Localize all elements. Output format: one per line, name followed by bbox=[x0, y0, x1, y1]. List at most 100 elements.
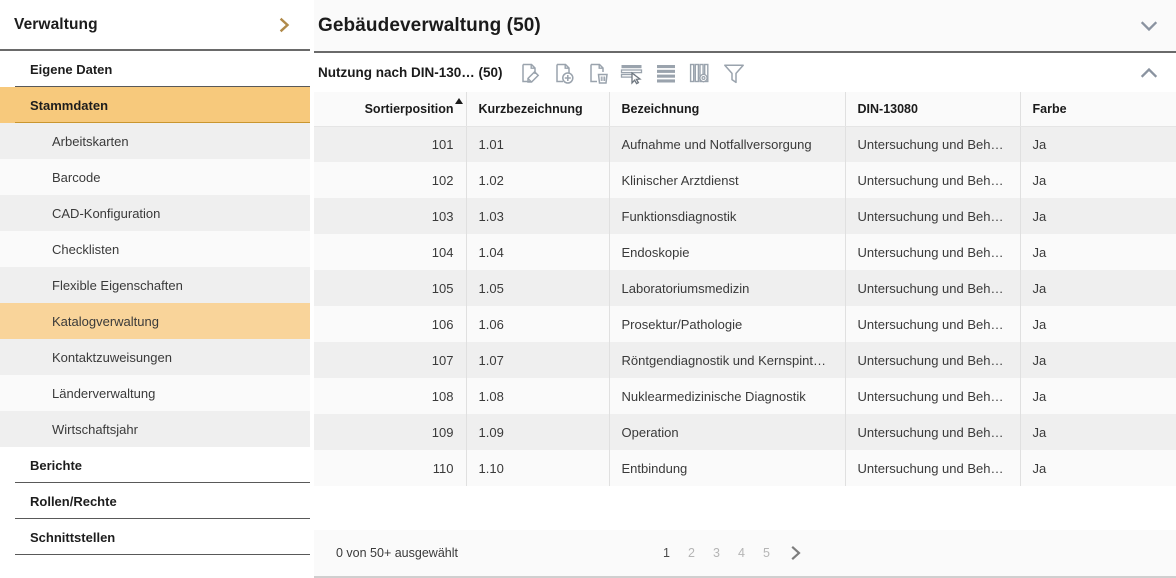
grid-footer: 0 von 50+ ausgewählt 1 2 3 4 5 bbox=[314, 530, 1176, 578]
sidebar-item-katalogverwaltung[interactable]: Katalogverwaltung bbox=[0, 303, 310, 339]
table-cell: 105 bbox=[314, 270, 467, 306]
table-cell: 1.01 bbox=[466, 126, 610, 162]
table-cell: 107 bbox=[314, 342, 467, 378]
column-settings-button[interactable] bbox=[687, 59, 714, 86]
page-button-1[interactable]: 1 bbox=[663, 546, 670, 560]
sidebar-item-arbeitskarten[interactable]: Arbeitskarten bbox=[0, 123, 310, 159]
table-row[interactable]: 103 1.03 Funktionsdiagnostik Untersuchung u… bbox=[314, 198, 1176, 234]
table-row[interactable]: 104 1.04 Endoskopie Untersuchung und Behand… bbox=[314, 234, 1176, 270]
table-row[interactable]: 109 1.09 Operation Untersuchung und Behandl… bbox=[314, 414, 1176, 450]
sidebar-nav-list: Eigene Daten Stammdaten Arbeitskarten Barco… bbox=[0, 51, 310, 555]
sidebar-item-eigene-daten[interactable]: Eigene Daten bbox=[0, 51, 310, 87]
sidebar-item-label: Eigene Daten bbox=[30, 61, 113, 77]
select-row-icon bbox=[620, 64, 643, 85]
page-title: Gebäudeverwaltung (50) bbox=[318, 14, 541, 36]
panel-collapse-button[interactable] bbox=[1136, 60, 1162, 86]
table-cell: 102 bbox=[314, 162, 467, 198]
page-button-2[interactable]: 2 bbox=[688, 546, 695, 560]
table-cell: Untersuchung und Behandl… bbox=[845, 414, 1021, 450]
sidebar-item-schnittstellen[interactable]: Schnittstellen bbox=[0, 519, 310, 555]
sidebar-expand-button[interactable] bbox=[274, 14, 296, 36]
column-header-label: Farbe bbox=[1032, 101, 1067, 116]
column-header-kurzbezeichnung[interactable]: Kurzbezeichnung bbox=[466, 92, 610, 127]
column-header-din-13080[interactable]: DIN-13080 bbox=[845, 92, 1021, 127]
edit-document-button[interactable] bbox=[517, 59, 544, 86]
column-header-label: Sortierposition bbox=[364, 101, 454, 116]
table-row[interactable]: 106 1.06 Prosektur/Pathologie Untersuchung … bbox=[314, 306, 1176, 342]
data-grid: Sortierposition Kurzbezeichnung Bezeichnun… bbox=[314, 92, 1176, 530]
table-row[interactable]: 102 1.02 Klinischer Arztdienst Untersuchung… bbox=[314, 162, 1176, 198]
chevron-down-icon bbox=[1140, 20, 1158, 31]
table-cell: 1.07 bbox=[466, 342, 610, 378]
table-cell: Ja bbox=[1020, 450, 1176, 486]
sidebar-item-barcode[interactable]: Barcode bbox=[0, 159, 310, 195]
table-cell: Entbindung bbox=[609, 450, 846, 486]
sidebar-item-label: CAD-Konfiguration bbox=[52, 205, 161, 221]
table-cell: Klinischer Arztdienst bbox=[609, 162, 846, 198]
sidebar-item-berichte[interactable]: Berichte bbox=[0, 447, 310, 483]
next-page-button[interactable] bbox=[779, 540, 813, 566]
table-cell: 1.10 bbox=[466, 450, 610, 486]
table-row[interactable]: 110 1.10 Entbindung Untersuchung und Behand… bbox=[314, 450, 1176, 486]
panel-toolbar bbox=[517, 59, 1136, 86]
column-header-bezeichnung[interactable]: Bezeichnung bbox=[609, 92, 846, 127]
sidebar-item-label: Stammdaten bbox=[30, 97, 109, 113]
chevron-up-icon bbox=[1140, 67, 1158, 78]
add-document-button[interactable] bbox=[551, 59, 578, 86]
pagination: 1 2 3 4 5 bbox=[654, 540, 813, 566]
delete-document-icon bbox=[590, 63, 608, 84]
sidebar-item-kontaktzuweisungen[interactable]: Kontaktzuweisungen bbox=[0, 339, 310, 375]
delete-document-button[interactable] bbox=[585, 59, 612, 86]
page-button-3[interactable]: 3 bbox=[713, 546, 720, 560]
table-cell: 1.09 bbox=[466, 414, 610, 450]
table-header-row: Sortierposition Kurzbezeichnung Bezeichnun… bbox=[314, 92, 1176, 127]
table-row[interactable]: 107 1.07 Röntgendiagnostik und Kernspintom… bbox=[314, 342, 1176, 378]
sidebar-item-label: Berichte bbox=[30, 457, 83, 473]
sidebar-item-label: Rollen/Rechte bbox=[30, 493, 117, 509]
table-row[interactable]: 105 1.05 Laboratoriumsmedizin Untersuchung … bbox=[314, 270, 1176, 306]
table-cell: Untersuchung und Behandl… bbox=[845, 342, 1021, 378]
sidebar-item-label: Checklisten bbox=[52, 241, 120, 257]
sidebar-item-rollen-rechte[interactable]: Rollen/Rechte bbox=[0, 483, 310, 519]
page-collapse-button[interactable] bbox=[1136, 13, 1162, 39]
page-button-5[interactable]: 5 bbox=[763, 546, 770, 560]
edit-document-icon bbox=[522, 63, 540, 83]
table-cell: 1.02 bbox=[466, 162, 610, 198]
table-cell: Ja bbox=[1020, 198, 1176, 234]
sidebar-item-cad-konfiguration[interactable]: CAD-Konfiguration bbox=[0, 195, 310, 231]
table-row[interactable]: 108 1.08 Nuklearmedizinische Diagnostik Unt… bbox=[314, 378, 1176, 414]
chevron-right-icon bbox=[279, 17, 290, 32]
table-cell: Untersuchung und Behandl… bbox=[845, 450, 1021, 486]
table-cell: Röntgendiagnostik und Kernspintomogr… bbox=[609, 342, 846, 378]
column-header-sortierposition[interactable]: Sortierposition bbox=[314, 92, 467, 127]
table-cell: 109 bbox=[314, 414, 467, 450]
table-cell: 1.08 bbox=[466, 378, 610, 414]
table-cell: Ja bbox=[1020, 342, 1176, 378]
sidebar-item-wirtschaftsjahr[interactable]: Wirtschaftsjahr bbox=[0, 411, 310, 447]
grid-empty-space bbox=[314, 486, 1176, 530]
sidebar-item-label: Katalogverwaltung bbox=[52, 313, 159, 329]
select-row-button[interactable] bbox=[619, 59, 646, 86]
sidebar-item-laenderverwaltung[interactable]: Länderverwaltung bbox=[0, 375, 310, 411]
table-row[interactable]: 101 1.01 Aufnahme und Notfallversorgung Unt… bbox=[314, 126, 1176, 162]
sidebar-title: Verwaltung bbox=[14, 15, 98, 33]
sidebar-item-checklisten[interactable]: Checklisten bbox=[0, 231, 310, 267]
sidebar-item-label: Länderverwaltung bbox=[52, 385, 156, 401]
selection-count: 0 von 50+ ausgewählt bbox=[336, 546, 458, 560]
filter-button[interactable] bbox=[721, 59, 748, 86]
sidebar-item-stammdaten[interactable]: Stammdaten bbox=[0, 87, 310, 123]
list-view-button[interactable] bbox=[653, 59, 680, 86]
table-cell: 106 bbox=[314, 306, 467, 342]
column-header-farbe[interactable]: Farbe bbox=[1020, 92, 1176, 127]
add-document-icon bbox=[556, 63, 574, 84]
table-head: Sortierposition Kurzbezeichnung Bezeichnun… bbox=[314, 92, 1176, 127]
table-cell: Prosektur/Pathologie bbox=[609, 306, 846, 342]
table-cell: Ja bbox=[1020, 378, 1176, 414]
sidebar-item-label: Barcode bbox=[52, 169, 101, 185]
sidebar-item-flexible-eigenschaften[interactable]: Flexible Eigenschaften bbox=[0, 267, 310, 303]
filter-icon bbox=[724, 63, 744, 83]
sidebar-item-label: Kontaktzuweisungen bbox=[52, 349, 172, 365]
data-table: Sortierposition Kurzbezeichnung Bezeichnun… bbox=[314, 92, 1176, 486]
page-button-4[interactable]: 4 bbox=[738, 546, 745, 560]
column-header-label: Kurzbezeichnung bbox=[478, 101, 583, 116]
